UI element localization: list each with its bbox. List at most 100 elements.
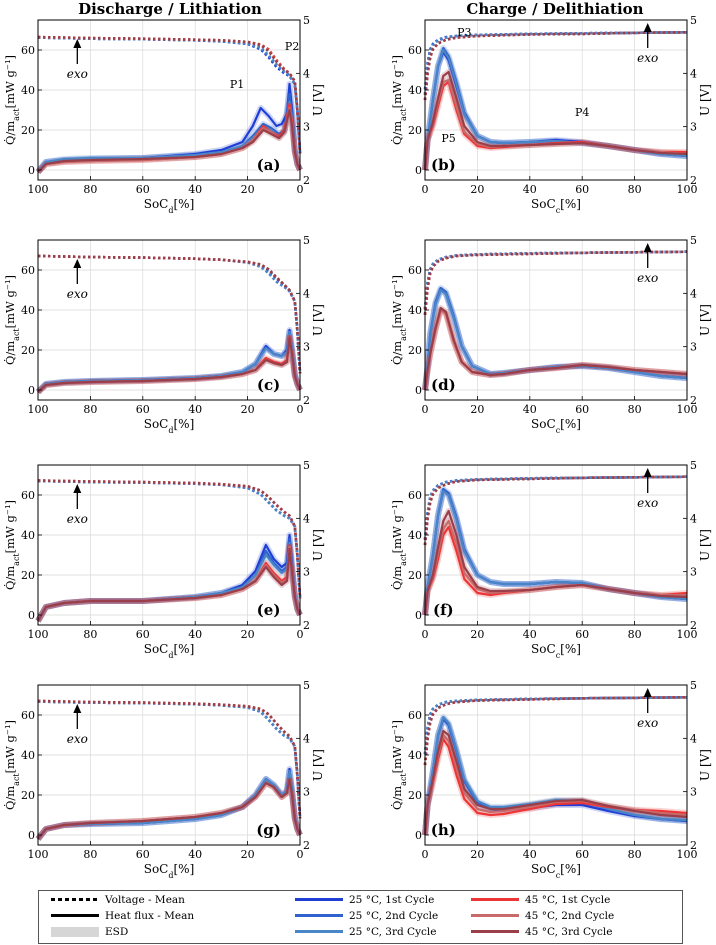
- peak-label: P5: [441, 132, 455, 145]
- x-tick-label: 100: [28, 403, 49, 416]
- legend-line-swatch: [471, 930, 519, 933]
- y-tick-label: 60: [408, 489, 422, 502]
- x-tick-label: 60: [136, 183, 150, 196]
- y-tick-label: 20: [21, 344, 35, 357]
- y2-tick-label: 3: [690, 121, 697, 134]
- x-tick-label: 80: [83, 628, 97, 641]
- y-tick-label: 0: [28, 164, 35, 177]
- x-tick-label: 40: [188, 848, 202, 861]
- heat-flux-line: [423, 306, 688, 391]
- y-tick-label: 40: [408, 749, 422, 762]
- y2-axis-label: U [V]: [698, 84, 712, 116]
- y-tick-label: 0: [28, 609, 35, 622]
- y2-axis-label: U [V]: [311, 84, 325, 116]
- voltage-line: [423, 31, 688, 101]
- y2-tick-label: 3: [690, 786, 697, 799]
- y-tick-label: 40: [21, 529, 35, 542]
- exo-arrow-head: [643, 243, 652, 252]
- heat-flux-line: [423, 288, 688, 391]
- x-tick-label: 80: [628, 403, 642, 416]
- y2-tick-label: 2: [303, 619, 310, 632]
- x-tick-label: 60: [575, 183, 589, 196]
- x-axis-label: SoCd[%]: [144, 862, 195, 880]
- exo-label: exo: [67, 287, 88, 301]
- x-tick-label: 60: [136, 628, 150, 641]
- x-tick-label: 20: [241, 848, 255, 861]
- y-tick-label: 40: [21, 304, 35, 317]
- exo-arrow-head: [73, 259, 82, 268]
- legend-label: ESD: [105, 926, 129, 938]
- peak-label: P2: [285, 40, 299, 53]
- y-tick-label: 0: [415, 384, 422, 397]
- legend-line-swatch: [295, 930, 343, 933]
- y2-tick-label: 3: [303, 121, 310, 134]
- y2-tick-label: 4: [690, 732, 697, 745]
- heat-flux-line: [423, 509, 688, 616]
- x-tick-label: 100: [28, 848, 49, 861]
- x-tick-label: 100: [28, 628, 49, 641]
- legend-label: Heat flux - Mean: [105, 910, 195, 922]
- exo-label: exo: [637, 496, 658, 510]
- y2-tick-label: 3: [690, 341, 697, 354]
- plot-frame: [37, 19, 301, 181]
- exo-label: exo: [637, 51, 658, 65]
- y-tick-label: 60: [408, 264, 422, 277]
- y-tick-label: 60: [21, 709, 35, 722]
- panel-label: (e): [257, 601, 281, 619]
- x-axis-label: SoCc[%]: [531, 642, 581, 660]
- x-tick-label: 20: [470, 848, 484, 861]
- y-axis-label: Q̇/mact[mW g⁻¹]: [3, 275, 21, 365]
- x-tick-label: 20: [241, 183, 255, 196]
- x-tick-label: 100: [677, 628, 698, 641]
- legend-label: 45 °C, 2nd Cycle: [525, 910, 615, 922]
- exo-label: exo: [637, 716, 658, 730]
- heat-flux-line: [423, 729, 688, 836]
- y-tick-label: 40: [408, 529, 422, 542]
- chart-panel-d: 0 20 40 60 80 100 0 20 40 60 2 3 4 5 SoCc[%] Q̇/mact[mW…: [390, 234, 712, 435]
- panel-label: (h): [431, 821, 456, 839]
- y-axis-label: Q̇/mact[mW g⁻¹]: [390, 500, 408, 590]
- panel-label: (g): [256, 821, 281, 839]
- panel-label: (a): [257, 156, 281, 174]
- heat-flux-line: [37, 777, 302, 840]
- y2-tick-label: 4: [303, 732, 310, 745]
- legend-line-swatch: [471, 898, 519, 901]
- x-axis-label: SoCd[%]: [144, 197, 195, 215]
- y2-tick-label: 5: [690, 14, 697, 27]
- x-tick-label: 100: [677, 183, 698, 196]
- x-tick-label: 60: [575, 403, 589, 416]
- plot-frame: [424, 239, 688, 401]
- x-tick-label: 20: [470, 403, 484, 416]
- plot-frame: [424, 19, 688, 181]
- chart-panel-a: 100 80 60 40 20 0 0 20 40 60 2 3 4 5 SoCd[%] Q̇/mact[mW…: [3, 14, 325, 215]
- x-tick-label: 0: [422, 848, 429, 861]
- panel-label: (d): [431, 376, 456, 394]
- y-tick-label: 20: [408, 569, 422, 582]
- x-tick-label: 40: [523, 183, 537, 196]
- x-tick-label: 60: [136, 403, 150, 416]
- y2-tick-label: 4: [690, 512, 697, 525]
- y2-tick-label: 3: [303, 566, 310, 579]
- x-tick-label: 80: [83, 848, 97, 861]
- y-tick-label: 60: [21, 264, 35, 277]
- voltage-line: [37, 35, 302, 154]
- y2-tick-label: 4: [690, 67, 697, 80]
- chart-panel-f: 0 20 40 60 80 100 0 20 40 60 2 3 4 5 SoCc[%] Q̇/mact[mW…: [390, 459, 712, 660]
- legend-label: 25 °C, 3rd Cycle: [349, 926, 437, 938]
- x-tick-label: 40: [523, 628, 537, 641]
- voltage-line: [423, 696, 688, 755]
- y2-axis-label: U [V]: [698, 529, 712, 561]
- plot-frame: [37, 464, 301, 626]
- y2-tick-label: 2: [303, 394, 310, 407]
- y-axis-label: Q̇/mact[mW g⁻¹]: [390, 720, 408, 810]
- exo-label: exo: [67, 512, 88, 526]
- y-tick-label: 0: [415, 829, 422, 842]
- exo-arrow-head: [643, 23, 652, 32]
- plot-frame: [424, 684, 688, 846]
- y-axis-label: Q̇/mact[mW g⁻¹]: [3, 500, 21, 590]
- y2-tick-label: 3: [303, 341, 310, 354]
- y-axis-label: Q̇/mact[mW g⁻¹]: [3, 55, 21, 145]
- legend-dotted-swatch: [51, 898, 99, 901]
- y-tick-label: 40: [21, 84, 35, 97]
- y-tick-label: 60: [21, 44, 35, 57]
